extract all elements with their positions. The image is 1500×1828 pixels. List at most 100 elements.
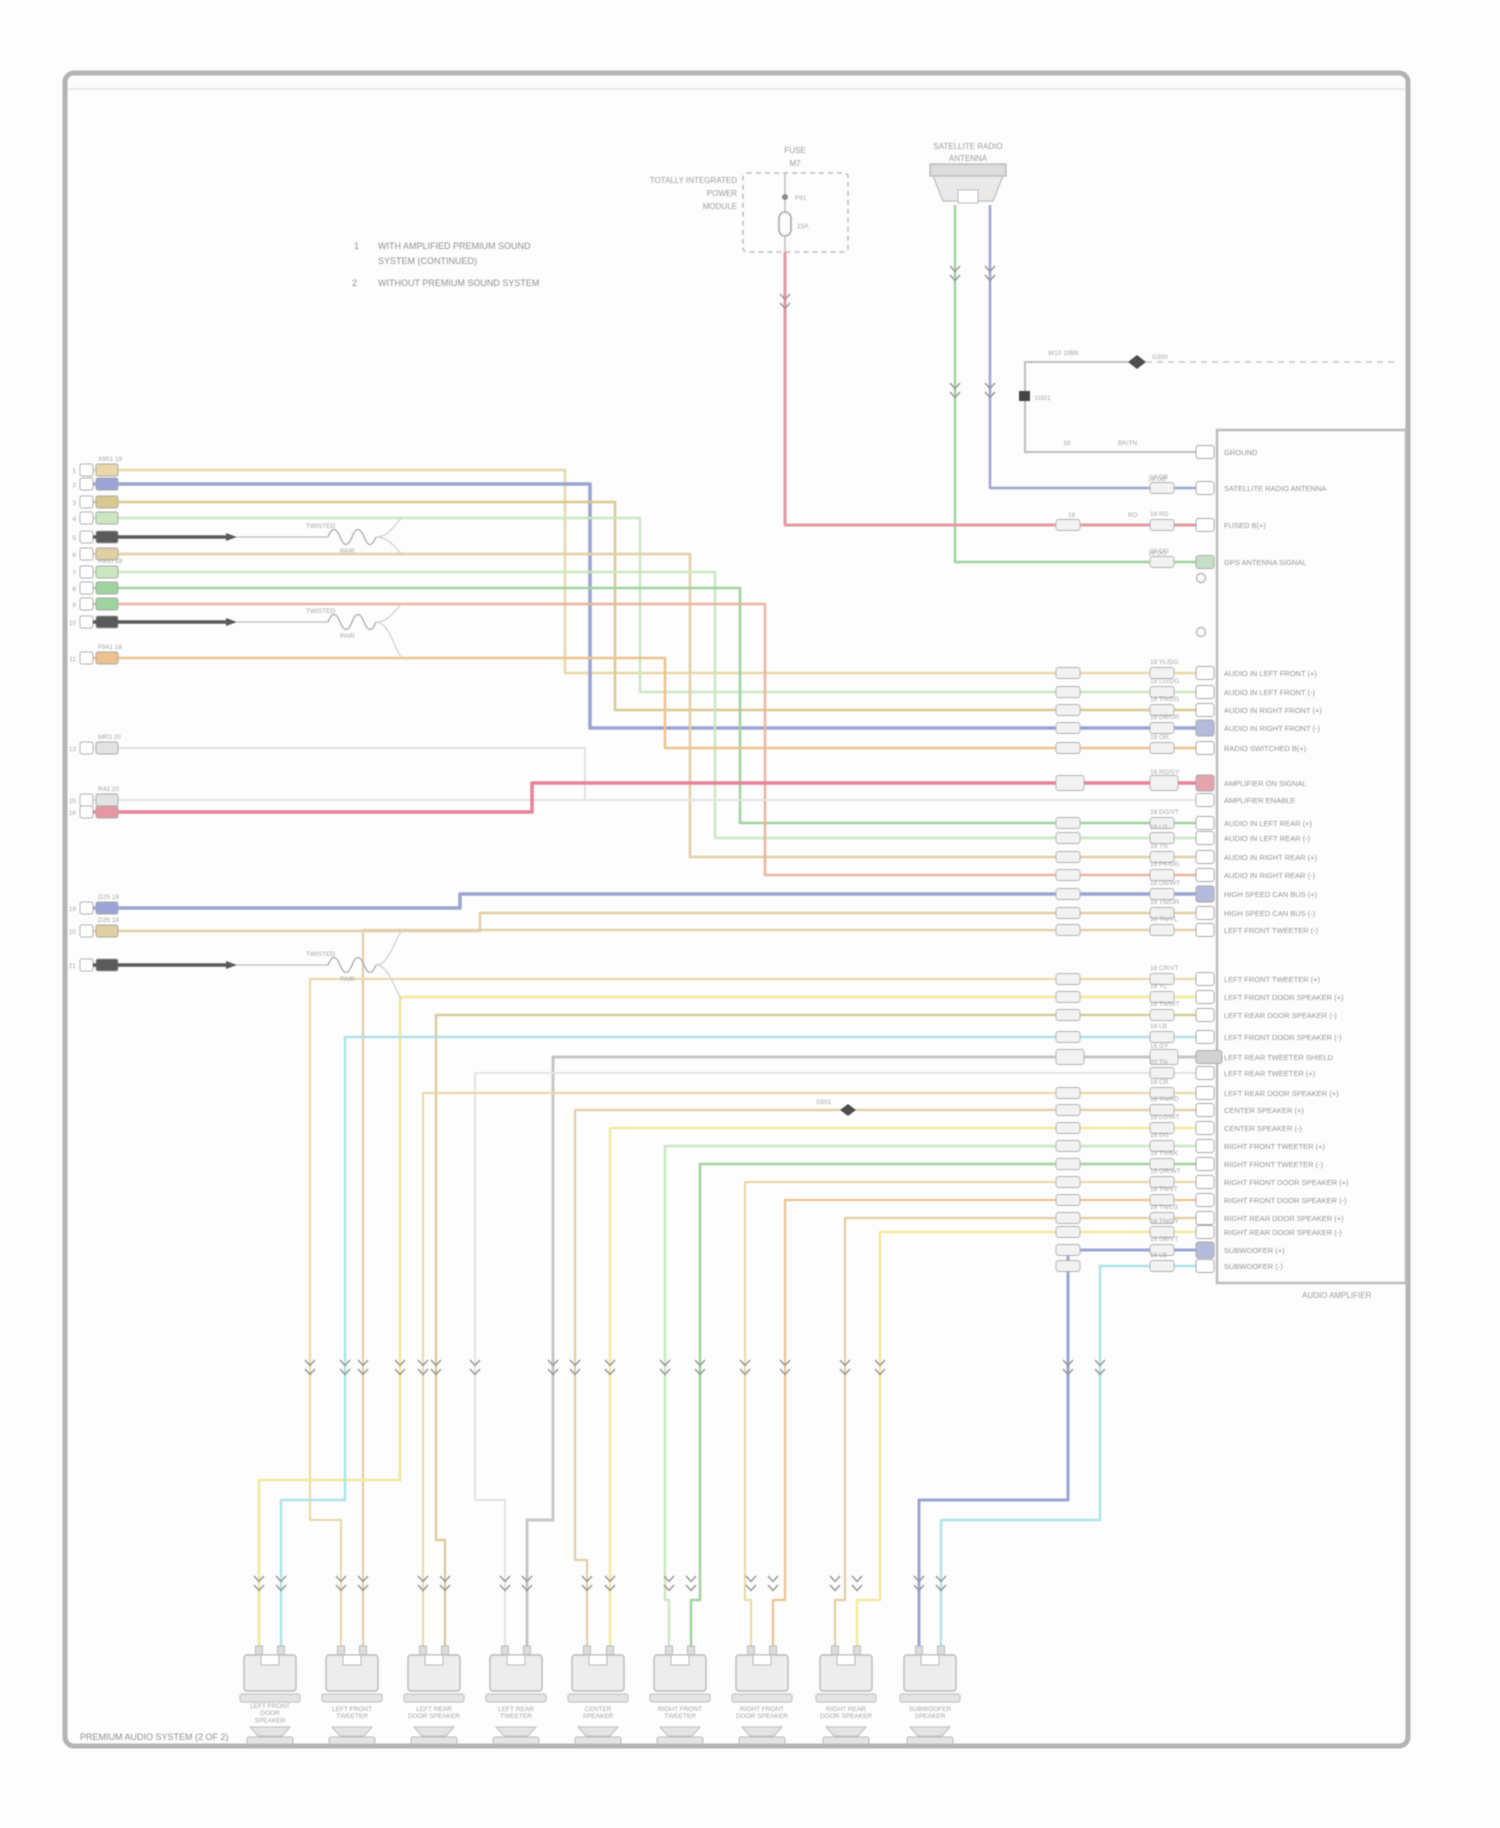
terminal-chip	[95, 901, 119, 915]
note-1-number: 1	[354, 241, 359, 251]
inline-connector-chip	[1149, 1009, 1175, 1021]
amplifier-pin-connector	[1195, 1193, 1215, 1207]
wire-label: AUDIO IN RIGHT REAR (+)	[1224, 853, 1317, 862]
inline-connector-chip	[1055, 832, 1081, 844]
antenna-label-line1: SATELLITE RADIO	[933, 142, 1002, 151]
inline-connector-chip	[1055, 1176, 1081, 1188]
speaker-wire-terminal	[277, 1645, 285, 1656]
radio-pin-connector	[79, 901, 94, 915]
wire	[93, 602, 1196, 877]
inline-connector-icon	[469, 1359, 481, 1376]
inline-connector-chip	[1149, 1226, 1175, 1238]
radio-pin-connector	[79, 547, 94, 561]
wire	[361, 928, 1196, 1652]
amplifier-pin-connector	[1195, 1241, 1215, 1259]
inline-connector-icon	[439, 1575, 451, 1592]
wire-label: 18 TN/DG	[1150, 696, 1179, 703]
inline-connector-icon	[984, 265, 996, 282]
amplifier-pin-connector	[1195, 1103, 1215, 1117]
wire-label: 18 TN/GY	[1150, 1218, 1179, 1225]
inline-connector-icon	[417, 1575, 429, 1592]
inline-connector-chip	[1149, 704, 1175, 716]
note-2-number: 2	[352, 278, 357, 288]
inline-connector-chip	[1055, 775, 1085, 791]
wire-layer	[93, 205, 1196, 1652]
wire-label: SPEAKER	[255, 1717, 286, 1724]
wire-label: RIGHT FRONT DOOR SPEAKER (-)	[1224, 1196, 1347, 1205]
inline-connector-chip	[1149, 991, 1175, 1003]
wire	[953, 205, 1196, 564]
radio-pin-connector	[79, 463, 94, 477]
inline-connector-chip	[1149, 1031, 1175, 1043]
terminal-chip	[95, 477, 119, 491]
fused-b-wire-gauge: 18	[1068, 512, 1076, 519]
inline-connector-chip	[1055, 1226, 1081, 1238]
inline-connector-chip	[1055, 1087, 1081, 1099]
speaker-connector-notch	[752, 1654, 772, 1666]
wire-label: MR3 20	[98, 734, 121, 741]
wire-label: AUDIO IN RIGHT FRONT (-)	[1224, 724, 1320, 733]
wire-label: AMPLIFIER ENABLE	[1224, 796, 1295, 805]
wire-label: 10	[69, 620, 77, 627]
inline-connector-chip	[1055, 1212, 1081, 1224]
inline-connector-chip	[1055, 1031, 1081, 1043]
speaker-base-icon	[574, 1736, 622, 1745]
amplifier-pin-connector	[1195, 1121, 1215, 1135]
wire-label: 11	[69, 656, 76, 663]
wire-label: AUDIO IN RIGHT FRONT (+)	[1224, 706, 1322, 715]
wire-label: 18 DG/VT	[1150, 809, 1179, 816]
inline-connector-chip	[1149, 973, 1175, 985]
wire-label: LEFT REAR	[416, 1706, 452, 1713]
wire-label: 16 DB/VT	[1150, 1236, 1178, 1243]
inline-connector-chip	[1149, 907, 1175, 919]
inline-connector-chip	[1055, 722, 1081, 734]
inline-connector-chip	[1055, 1009, 1081, 1021]
speaker-wire-terminal	[583, 1645, 591, 1656]
wire-label: 21	[69, 963, 77, 970]
wire-label: 18 DB/WT	[1150, 880, 1180, 887]
inline-connector-icon	[779, 1359, 791, 1376]
wire-label: 13	[69, 746, 77, 753]
inline-connector-icon	[417, 1359, 429, 1376]
radio-pin-connector	[79, 495, 94, 509]
wire-label: LEFT FRONT DOOR SPEAKER (+)	[1224, 993, 1344, 1002]
wire-label: LEFT FRONT	[332, 1706, 372, 1713]
wire-label: RIGHT FRONT TWEETER (+)	[1224, 1142, 1326, 1151]
satellite-antenna: SATELLITE RADIO ANTENNA 18 DB 18 DG	[929, 142, 1167, 557]
wire-label: HIGH SPEED CAN BUS (-)	[1224, 909, 1316, 918]
wire-label: 3	[72, 500, 76, 507]
speaker-flange-icon	[731, 1693, 793, 1703]
speaker-flange-icon	[321, 1693, 383, 1703]
amplifier-pin-connector	[1195, 1139, 1215, 1153]
speaker-base-icon	[738, 1736, 786, 1745]
speaker-base-icon	[328, 1736, 376, 1745]
radio-pin-connector	[79, 581, 94, 595]
twisted-pair-icon	[327, 528, 377, 546]
wire-label: AUDIO IN LEFT REAR (+)	[1224, 819, 1313, 828]
wire-label: CENTER SPEAKER (-)	[1224, 1124, 1302, 1133]
wire	[689, 1162, 1196, 1652]
wire-label: 20 TN	[1150, 1059, 1168, 1066]
amplifier-pin-connector	[1195, 1211, 1215, 1225]
wire-label: TWEETER	[664, 1713, 696, 1720]
wire	[988, 205, 1196, 490]
wire	[93, 482, 1196, 730]
wire-label: RIGHT FRONT TWEETER (-)	[1224, 1160, 1324, 1169]
inline-connector-chip	[1055, 1244, 1081, 1256]
wire-label: X951 18	[98, 456, 123, 463]
wire-label: LEFT FRONT	[250, 1703, 290, 1710]
terminal-chip	[95, 495, 119, 509]
wire	[257, 995, 1196, 1652]
wire-label: 18 RD	[1150, 511, 1169, 518]
inline-connector-icon	[874, 1359, 886, 1376]
wire-label: AMPLIFIER ON SIGNAL	[1224, 779, 1307, 788]
inline-connector-chip	[1149, 1049, 1179, 1065]
wire-label: 18 TN/WT	[1150, 1001, 1180, 1008]
inline-connector-chip	[1149, 1212, 1175, 1224]
amplifier-pin-connector	[1195, 1259, 1215, 1273]
speaker-cone-icon	[248, 1726, 292, 1737]
wire	[474, 1072, 1196, 1652]
arrow-icon	[226, 618, 237, 626]
wire-label: 18 OR	[1150, 734, 1169, 741]
